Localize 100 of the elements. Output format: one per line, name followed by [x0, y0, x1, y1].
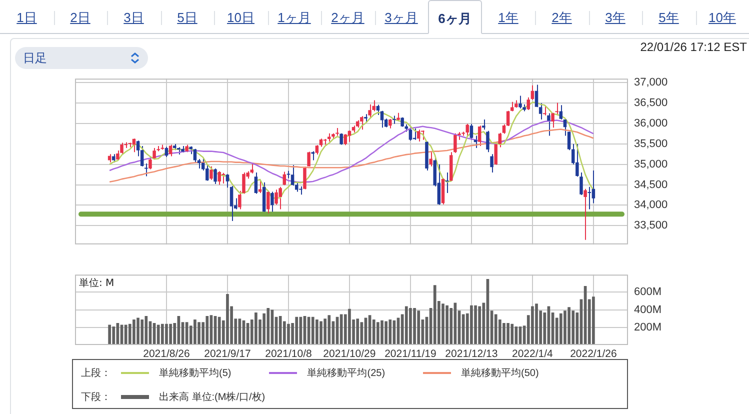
candlestick	[258, 180, 262, 194]
y-tick-label: 36,000	[634, 118, 668, 130]
text: 日足	[23, 51, 47, 65]
x-tick-label: 2021/8/26	[143, 348, 190, 360]
x-tick-label: 2021/10/29	[323, 348, 376, 360]
candlestick	[559, 104, 563, 120]
bar	[161, 324, 164, 345]
candlestick	[543, 105, 546, 116]
bar	[132, 319, 136, 345]
text: 22/01/26 17:12 EST	[640, 40, 747, 54]
candlestick	[152, 148, 156, 160]
candlestick	[498, 132, 502, 148]
bar	[409, 308, 412, 345]
candlestick	[254, 172, 258, 194]
bar	[128, 324, 132, 345]
bar	[417, 310, 420, 345]
y-tick-label: 34,500	[634, 178, 668, 191]
bar	[592, 296, 595, 345]
candlestick	[120, 142, 124, 154]
y-axis-title: 単位: M	[79, 277, 114, 290]
bar	[510, 324, 514, 345]
candlestick	[551, 112, 554, 128]
candlestick	[266, 190, 270, 214]
category-label: 6ヶ月	[428, 0, 482, 34]
y-tick-label: 35,500	[634, 138, 668, 150]
candlestick	[388, 118, 392, 129]
y-tick-label: 35,000	[634, 158, 668, 170]
bar	[348, 308, 351, 345]
category-label: 5年	[642, 0, 696, 33]
candlestick	[344, 134, 348, 146]
bar	[494, 314, 498, 345]
candlestick	[429, 152, 432, 167]
candlestick	[486, 130, 490, 153]
candlestick	[530, 84, 534, 100]
bar	[413, 308, 416, 345]
bar	[340, 314, 343, 345]
bar	[112, 326, 116, 345]
candlestick	[400, 116, 404, 128]
candlestick	[210, 166, 213, 180]
y-tick-label: 34,000	[634, 199, 668, 212]
bar	[564, 310, 566, 345]
bar	[311, 316, 314, 345]
category-label: 2ヶ月	[321, 0, 374, 33]
candlestick	[580, 172, 583, 196]
category-label: 1ヶ月	[268, 0, 321, 33]
bar	[194, 319, 196, 345]
bar	[144, 316, 148, 345]
candlestick	[168, 144, 172, 157]
candlestick	[478, 125, 482, 146]
bar	[506, 323, 510, 345]
bar	[535, 304, 538, 345]
candlestick	[592, 170, 596, 204]
bar	[316, 319, 318, 345]
candlestick	[303, 166, 306, 190]
candlestick	[222, 172, 226, 184]
category-label: 10日	[214, 0, 268, 33]
candlestick	[526, 96, 530, 111]
bar	[478, 306, 482, 345]
candlestick	[588, 186, 591, 210]
legend-label: 単純移動平均(5)	[159, 367, 232, 380]
bar	[266, 308, 270, 345]
bar	[372, 319, 376, 345]
bar	[328, 315, 331, 345]
candlestick	[368, 104, 372, 118]
candlestick	[490, 154, 494, 174]
candlestick	[470, 123, 474, 140]
bar	[169, 324, 172, 345]
bar	[376, 322, 380, 345]
bar	[470, 305, 473, 345]
candlestick	[307, 151, 310, 167]
candlestick	[148, 156, 152, 170]
x-tick-label: 2021/10/8	[265, 348, 312, 360]
bar	[356, 318, 360, 345]
bar	[474, 305, 477, 345]
bar	[559, 313, 562, 345]
bar	[226, 294, 229, 345]
candlestick	[360, 116, 364, 130]
y-tick-label: 400M	[634, 304, 662, 316]
candlestick	[494, 143, 498, 166]
candlestick	[534, 84, 538, 108]
y-tick-label: 37,000	[634, 76, 668, 89]
bar	[404, 306, 408, 345]
candlestick	[466, 123, 470, 136]
bar	[446, 305, 448, 345]
bar	[433, 285, 436, 345]
bar	[287, 324, 290, 345]
bar	[156, 324, 160, 345]
bar	[531, 306, 534, 345]
candlestick	[270, 191, 274, 212]
bar	[380, 320, 384, 345]
candlestick	[421, 130, 424, 140]
x-tick-label: 2022/1/4	[512, 348, 554, 360]
legend-label: 出来高 単位:(M株/口/枚)	[159, 390, 266, 404]
candlestick	[336, 128, 339, 136]
candlestick	[290, 164, 294, 186]
candlestick	[226, 174, 230, 188]
legend-label: 単純移動平均(25)	[307, 367, 386, 380]
y-tick-label: 33,500	[634, 220, 668, 232]
candlestick	[274, 189, 278, 206]
y-tick-label: 36,500	[634, 97, 668, 110]
